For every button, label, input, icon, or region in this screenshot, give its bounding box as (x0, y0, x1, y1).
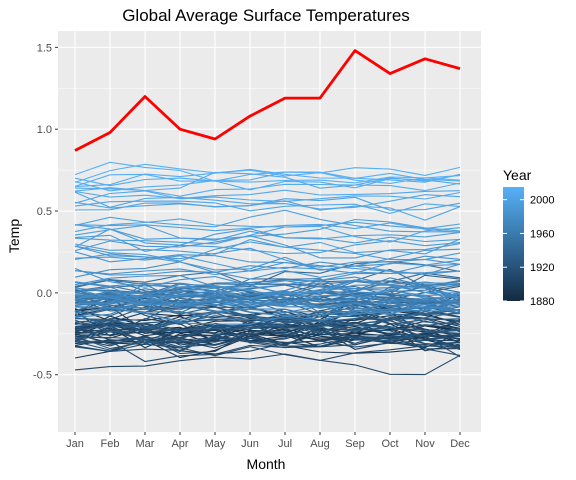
series-line-1925 (74, 320, 461, 353)
series-line-2011 (74, 168, 461, 188)
series-line-1924 (74, 320, 461, 351)
chart-title: Global Average Surface Temperatures (122, 6, 410, 25)
x-tick-label: Mar (136, 438, 155, 450)
x-tick-label: Oct (381, 438, 398, 450)
series-line-1990 (74, 245, 461, 271)
series-line-1982 (74, 279, 461, 295)
y-tick-label: 0.0 (37, 288, 52, 300)
x-tick-label: Dec (450, 438, 470, 450)
series-line-1952 (74, 282, 461, 311)
x-tick-label: May (205, 438, 226, 450)
x-tick-label: Jul (278, 438, 292, 450)
legend-tick-label: 1960 (530, 228, 554, 240)
y-tick-label: 1.0 (37, 124, 52, 136)
x-tick-label: Jan (66, 438, 84, 450)
series-line-1981 (74, 275, 461, 300)
series-line-1927 (74, 313, 461, 342)
series-line-2010 (74, 182, 461, 197)
series-line-1998 (74, 221, 461, 245)
x-tick-label: Feb (101, 438, 120, 450)
legend-tick-label: 1880 (530, 296, 554, 308)
series-line-2009 (74, 177, 461, 191)
series-line-1954 (74, 300, 461, 323)
series-line-2014 (74, 163, 461, 184)
x-tick-label: Nov (415, 438, 435, 450)
series-line-2002 (74, 218, 461, 243)
series-line-1969 (74, 290, 461, 307)
series-line-1989 (74, 235, 461, 259)
series-line-1979 (74, 283, 461, 307)
x-tick-label: Aug (310, 438, 330, 450)
x-tick-label: Apr (171, 438, 188, 450)
series-line-2007 (74, 190, 461, 204)
series-line-1976 (74, 278, 461, 305)
legend: Year 1880 1920 1960 2000 (503, 167, 554, 308)
legend-title: Year (503, 167, 532, 183)
y-axis: -0.5 0.0 0.5 1.0 1.5 (33, 42, 58, 382)
legend-tick-label: 1920 (530, 262, 554, 274)
series-line-1991 (74, 255, 461, 274)
series-line-1978 (74, 279, 461, 298)
highlight-line (74, 49, 461, 152)
series-line-1993 (74, 234, 461, 255)
x-tick-label: Sep (345, 438, 365, 450)
series-line-1958 (74, 279, 461, 305)
x-axis-title: Month (247, 456, 286, 472)
series-line-1995 (74, 218, 461, 240)
y-axis-title: Temp (6, 219, 22, 253)
x-axis: Jan Feb Mar Apr May Jun Jul Aug Sep Oct Nov Dec (66, 432, 470, 450)
series-line-2015 (74, 161, 461, 184)
series-line-1919 (74, 320, 461, 347)
y-tick-label: 0.5 (37, 206, 52, 218)
legend-colorbar (503, 187, 524, 301)
series-line-2012 (74, 171, 461, 192)
series-line-1997 (74, 224, 461, 241)
x-tick-label: Jun (241, 438, 259, 450)
series-line-1966 (74, 277, 461, 296)
series-line-1908 (74, 353, 461, 376)
series-line-1986 (74, 267, 461, 288)
series-line-1974 (74, 290, 461, 317)
series-line-1996 (74, 238, 461, 255)
series-line-1911 (74, 343, 461, 361)
series-line-2006 (74, 189, 461, 200)
highlight-series (74, 49, 461, 152)
series-line-1923 (74, 312, 461, 350)
series-line-2004 (74, 191, 461, 210)
legend-tick-label: 2000 (530, 195, 554, 207)
series-line-2005 (74, 200, 461, 214)
series-line-1999 (74, 209, 460, 233)
series-line-1992 (74, 241, 461, 262)
series-line-1962 (74, 297, 461, 313)
y-tick-label: 1.5 (37, 42, 52, 54)
series-lines (74, 161, 461, 376)
y-tick-label: -0.5 (33, 370, 52, 382)
series-line-1972 (74, 297, 461, 325)
